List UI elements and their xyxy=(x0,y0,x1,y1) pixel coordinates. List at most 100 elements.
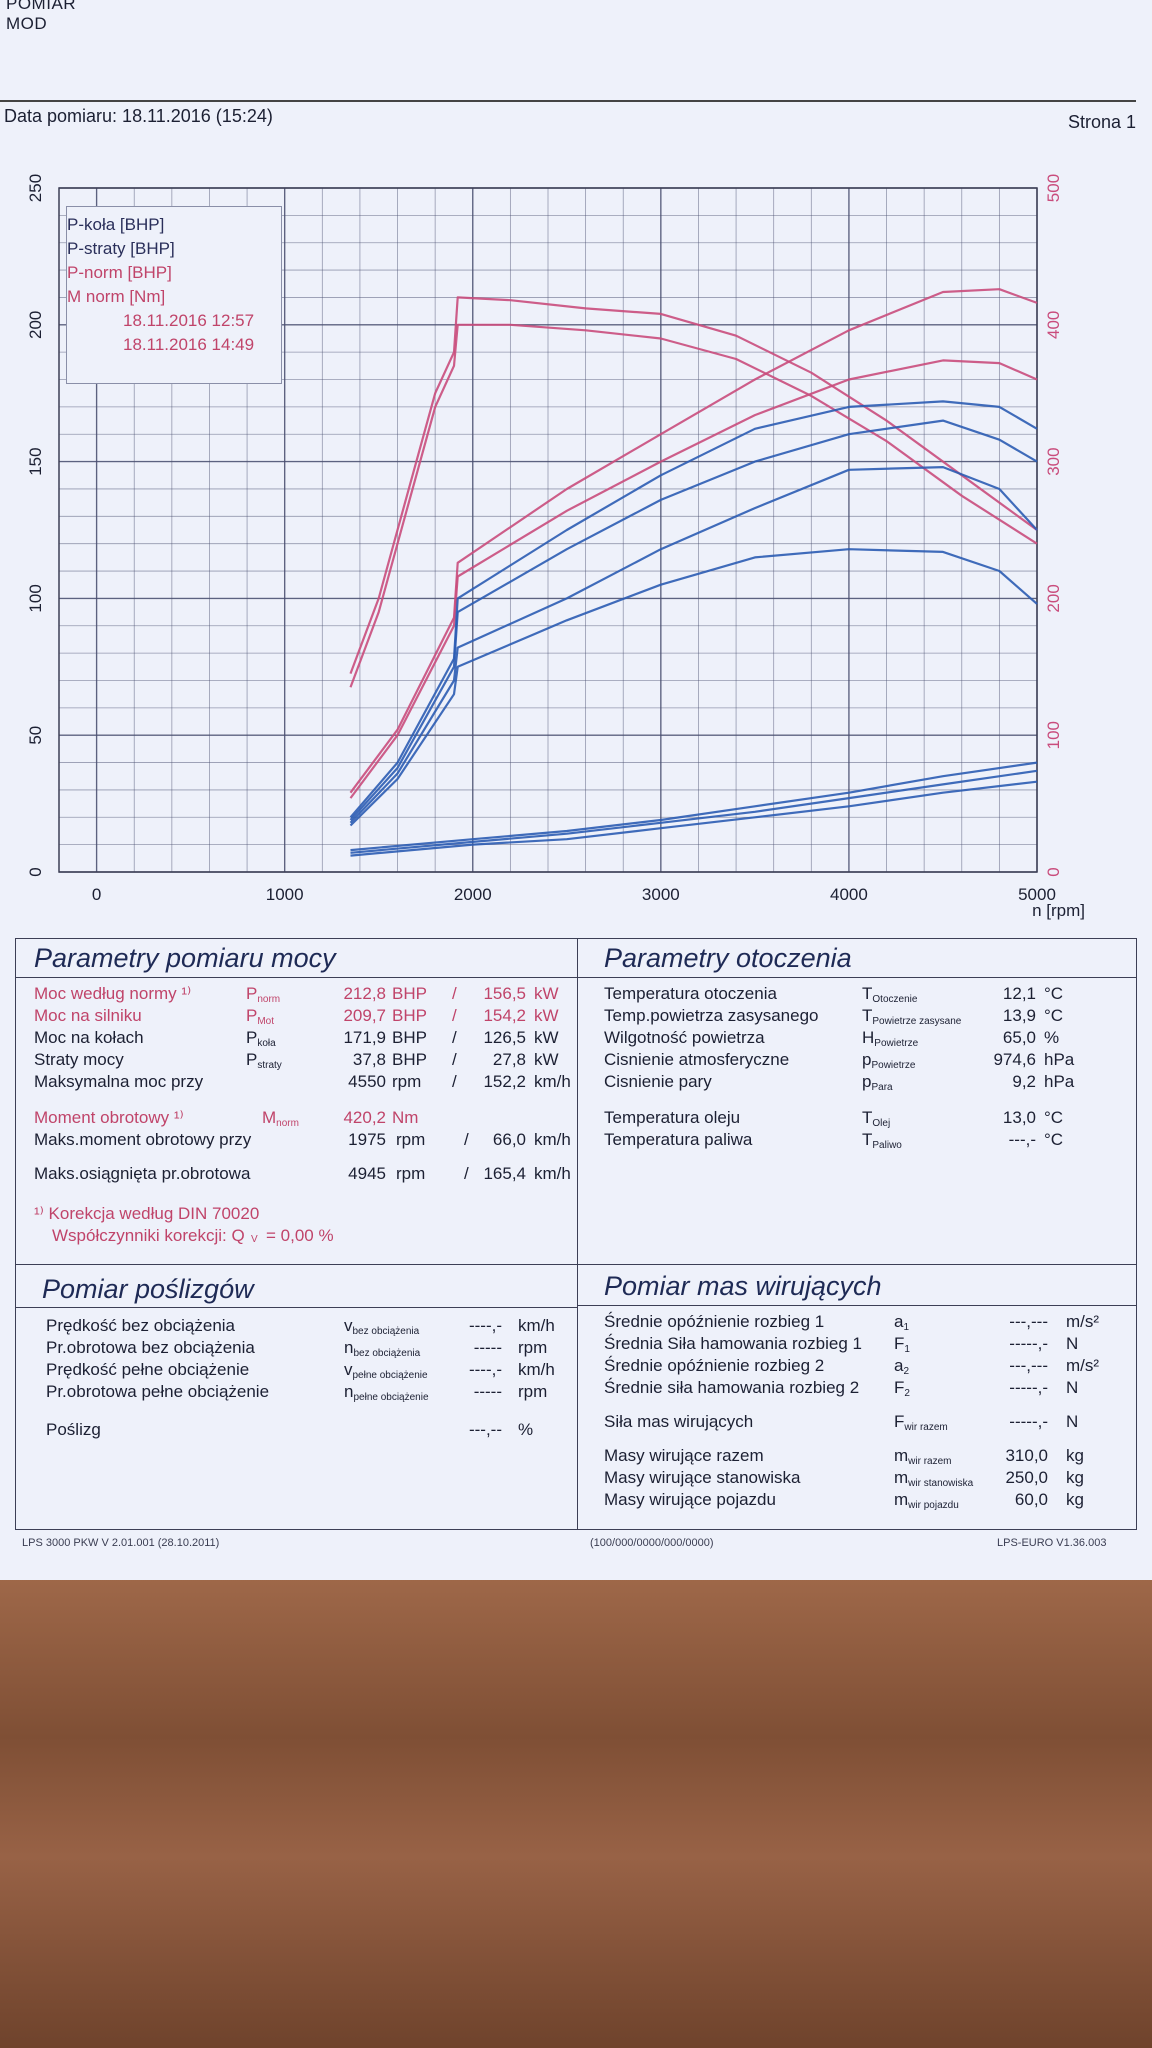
masses-row-symbol-letter: m xyxy=(894,1446,909,1465)
power-row-unit-2: kW xyxy=(534,984,559,1003)
masses-row-value: ---,--- xyxy=(1009,1356,1048,1375)
series-line xyxy=(349,466,1038,824)
torque-rpm-row: Maks.moment obrotowy przy 1975 rpm / 66,0 km/… xyxy=(34,1129,574,1151)
masses-row-symbol: F2 xyxy=(894,1377,910,1405)
ambient-row-symbol-subscript: Powietrze xyxy=(871,1060,916,1071)
masses-row-symbol: a1 xyxy=(894,1311,909,1339)
torque-row: Moment obrotowy ¹⁾ Mnorm 420,2 Nm xyxy=(34,1107,574,1129)
slip-row-value: ----- xyxy=(473,1338,502,1357)
slip-row-symbol-subscript: pełne obciążenie xyxy=(353,1392,429,1403)
ambient-row-symbol: HPowietrze xyxy=(862,1027,918,1055)
ambient-row-symbol-subscript: Powietrze zasysane xyxy=(872,1016,962,1027)
ambient-row-unit: °C xyxy=(1044,984,1064,1003)
power-row-unit-2: km/h xyxy=(534,1072,571,1091)
masses-row-symbol-letter: m xyxy=(894,1490,909,1509)
ambient-row: Temp.powietrza zasysanego TPowietrze zasy… xyxy=(604,1005,1144,1027)
power-row-separator: / xyxy=(452,1072,457,1091)
slip-row-value: ----,- xyxy=(468,1360,502,1379)
legend-run-1: 18.11.2016 12:57 xyxy=(123,311,255,330)
masses-row-label: Masy wirujące stanowiska xyxy=(604,1468,801,1487)
correction-factor-row: Współczynniki korekcji: Q V = 0,00 % xyxy=(34,1225,574,1247)
masses-row-value: 310,0 xyxy=(1005,1446,1048,1465)
masses-row-symbol: F1 xyxy=(894,1333,910,1361)
power-row: Straty mocy Pstraty 37,8 BHP / 27,8 kW xyxy=(34,1049,574,1071)
torque-symbol-letter: M xyxy=(262,1108,277,1127)
masses-title-rule xyxy=(577,1305,1136,1306)
masses-row-symbol: mwir pojazdu xyxy=(894,1489,959,1517)
slip-row-symbol-letter: v xyxy=(344,1316,353,1335)
masses-row-symbol-subscript: wir razem xyxy=(908,1456,952,1467)
power-row-symbol-subscript: straty xyxy=(257,1060,282,1071)
masses-row-symbol-letter: F xyxy=(894,1334,905,1353)
slip-row-symbol-subscript: pełne obciążenie xyxy=(352,1370,428,1381)
slip-section-title: Pomiar poślizgów xyxy=(42,1274,254,1304)
torque-rpm-unit: rpm xyxy=(396,1130,426,1149)
masses-row: Średnie opóźnienie rozbieg 1 a1 ---,--- m/s… xyxy=(604,1311,1144,1333)
torque-unit: Nm xyxy=(392,1108,419,1127)
ambient-row-symbol-subscript: Powietrze xyxy=(874,1038,919,1049)
masses-row-unit: kg xyxy=(1066,1446,1084,1465)
ambient-row-symbol: TOlej xyxy=(862,1107,890,1135)
power-row: Moc na kołach Pkoła 171,9 BHP / 126,5 kW xyxy=(34,1027,574,1049)
masses-row-symbol-letter: a xyxy=(894,1356,904,1375)
slip-row-symbol-subscript: bez obciążenia xyxy=(353,1348,421,1359)
slip-row-label: Pr.obrotowa pełne obciążenie xyxy=(46,1382,270,1401)
torque-rpm-value: 1975 xyxy=(348,1130,386,1149)
power-row-symbol-letter: P xyxy=(246,984,258,1003)
slip-row-symbol: vbez obciążenia xyxy=(344,1315,419,1343)
series-line xyxy=(350,780,1038,857)
masses-row-symbol-subscript: 2 xyxy=(904,1388,910,1399)
correction-factor-value: = 0,00 % xyxy=(266,1226,334,1245)
power-row-value-bhp: 37,8 xyxy=(352,1050,386,1069)
masses-row: Siła mas wirujących Fwir razem -----,- N xyxy=(604,1411,1144,1433)
slip-row-unit: % xyxy=(518,1420,534,1439)
masses-row-value: -----,- xyxy=(1009,1334,1048,1353)
ambient-row-symbol: TPaliwo xyxy=(862,1129,902,1157)
table-horizontal-divider xyxy=(16,1264,1136,1265)
power-row: Moc według normy ¹⁾ Pnorm 212,8 BHP / 156,5 kW xyxy=(34,983,574,1005)
y-left-tick-label: 100 xyxy=(26,584,45,612)
masses-row-label: Masy wirujące pojazdu xyxy=(604,1490,776,1509)
ambient-row-symbol: TPowietrze zasysane xyxy=(862,1005,961,1033)
ambient-row-symbol-letter: p xyxy=(862,1050,872,1069)
max-rpm-value: 4945 xyxy=(348,1164,386,1183)
ambient-title-rule xyxy=(577,977,1136,978)
x-tick-label: 0 xyxy=(92,885,101,904)
legend-run-2: 18.11.2016 14:49 xyxy=(123,335,255,354)
slip-row-value: ---,-- xyxy=(468,1420,502,1439)
x-tick-label: 1000 xyxy=(266,885,304,904)
slip-row-symbol: npełne obciążenie xyxy=(344,1381,429,1409)
y-right-tick-label: 0 xyxy=(1044,867,1063,876)
masses-row-label: Masy wirujące razem xyxy=(604,1446,764,1465)
legend-item-p-straty: P-straty [BHP] xyxy=(67,239,175,258)
slip-title-rule xyxy=(16,1307,577,1308)
ambient-row-symbol: pPara xyxy=(862,1071,893,1099)
masses-row-symbol-subscript: 2 xyxy=(903,1366,910,1377)
slip-row-label: Prędkość bez obciążenia xyxy=(46,1316,236,1335)
correction-factor-label: Współczynniki korekcji: Q xyxy=(52,1226,245,1245)
masses-row-unit: N xyxy=(1066,1334,1079,1353)
power-row-symbol-letter: P xyxy=(246,1006,258,1025)
masses-row-unit: m/s² xyxy=(1066,1312,1100,1331)
power-row-unit-1: BHP xyxy=(392,984,427,1003)
max-rpm-separator: / xyxy=(464,1164,469,1183)
power-row-label: Straty mocy xyxy=(34,1050,124,1069)
masses-row-symbol-letter: a xyxy=(894,1312,904,1331)
slip-row: Prędkość pełne obciążenie vpełne obciążen… xyxy=(46,1359,586,1381)
masses-row-symbol-subscript: wir razem xyxy=(904,1422,948,1433)
torque-speed-value: 66,0 xyxy=(492,1130,526,1149)
header-line-1: POMIAR xyxy=(6,0,77,13)
power-row-value-bhp: 4550 xyxy=(348,1072,386,1091)
table-vertical-divider xyxy=(577,939,578,1529)
wooden-table-surface xyxy=(0,1570,1152,2048)
slip-row-label: Prędkość pełne obciążenie xyxy=(46,1360,250,1379)
power-row-value-kw: 154,2 xyxy=(483,1006,526,1025)
footer-euro-version: LPS-EURO V1.36.003 xyxy=(997,1537,1107,1549)
ambient-row-symbol-letter: H xyxy=(862,1028,875,1047)
masses-row-symbol-subscript: wir stanowiska xyxy=(908,1478,974,1489)
masses-row-unit: N xyxy=(1066,1412,1079,1431)
masses-row: Średnia Siła hamowania rozbieg 1 F1 -----,… xyxy=(604,1333,1144,1355)
masses-section-title: Pomiar mas wirujących xyxy=(604,1271,882,1301)
masses-row-unit: N xyxy=(1066,1378,1079,1397)
series-line xyxy=(349,296,1038,674)
